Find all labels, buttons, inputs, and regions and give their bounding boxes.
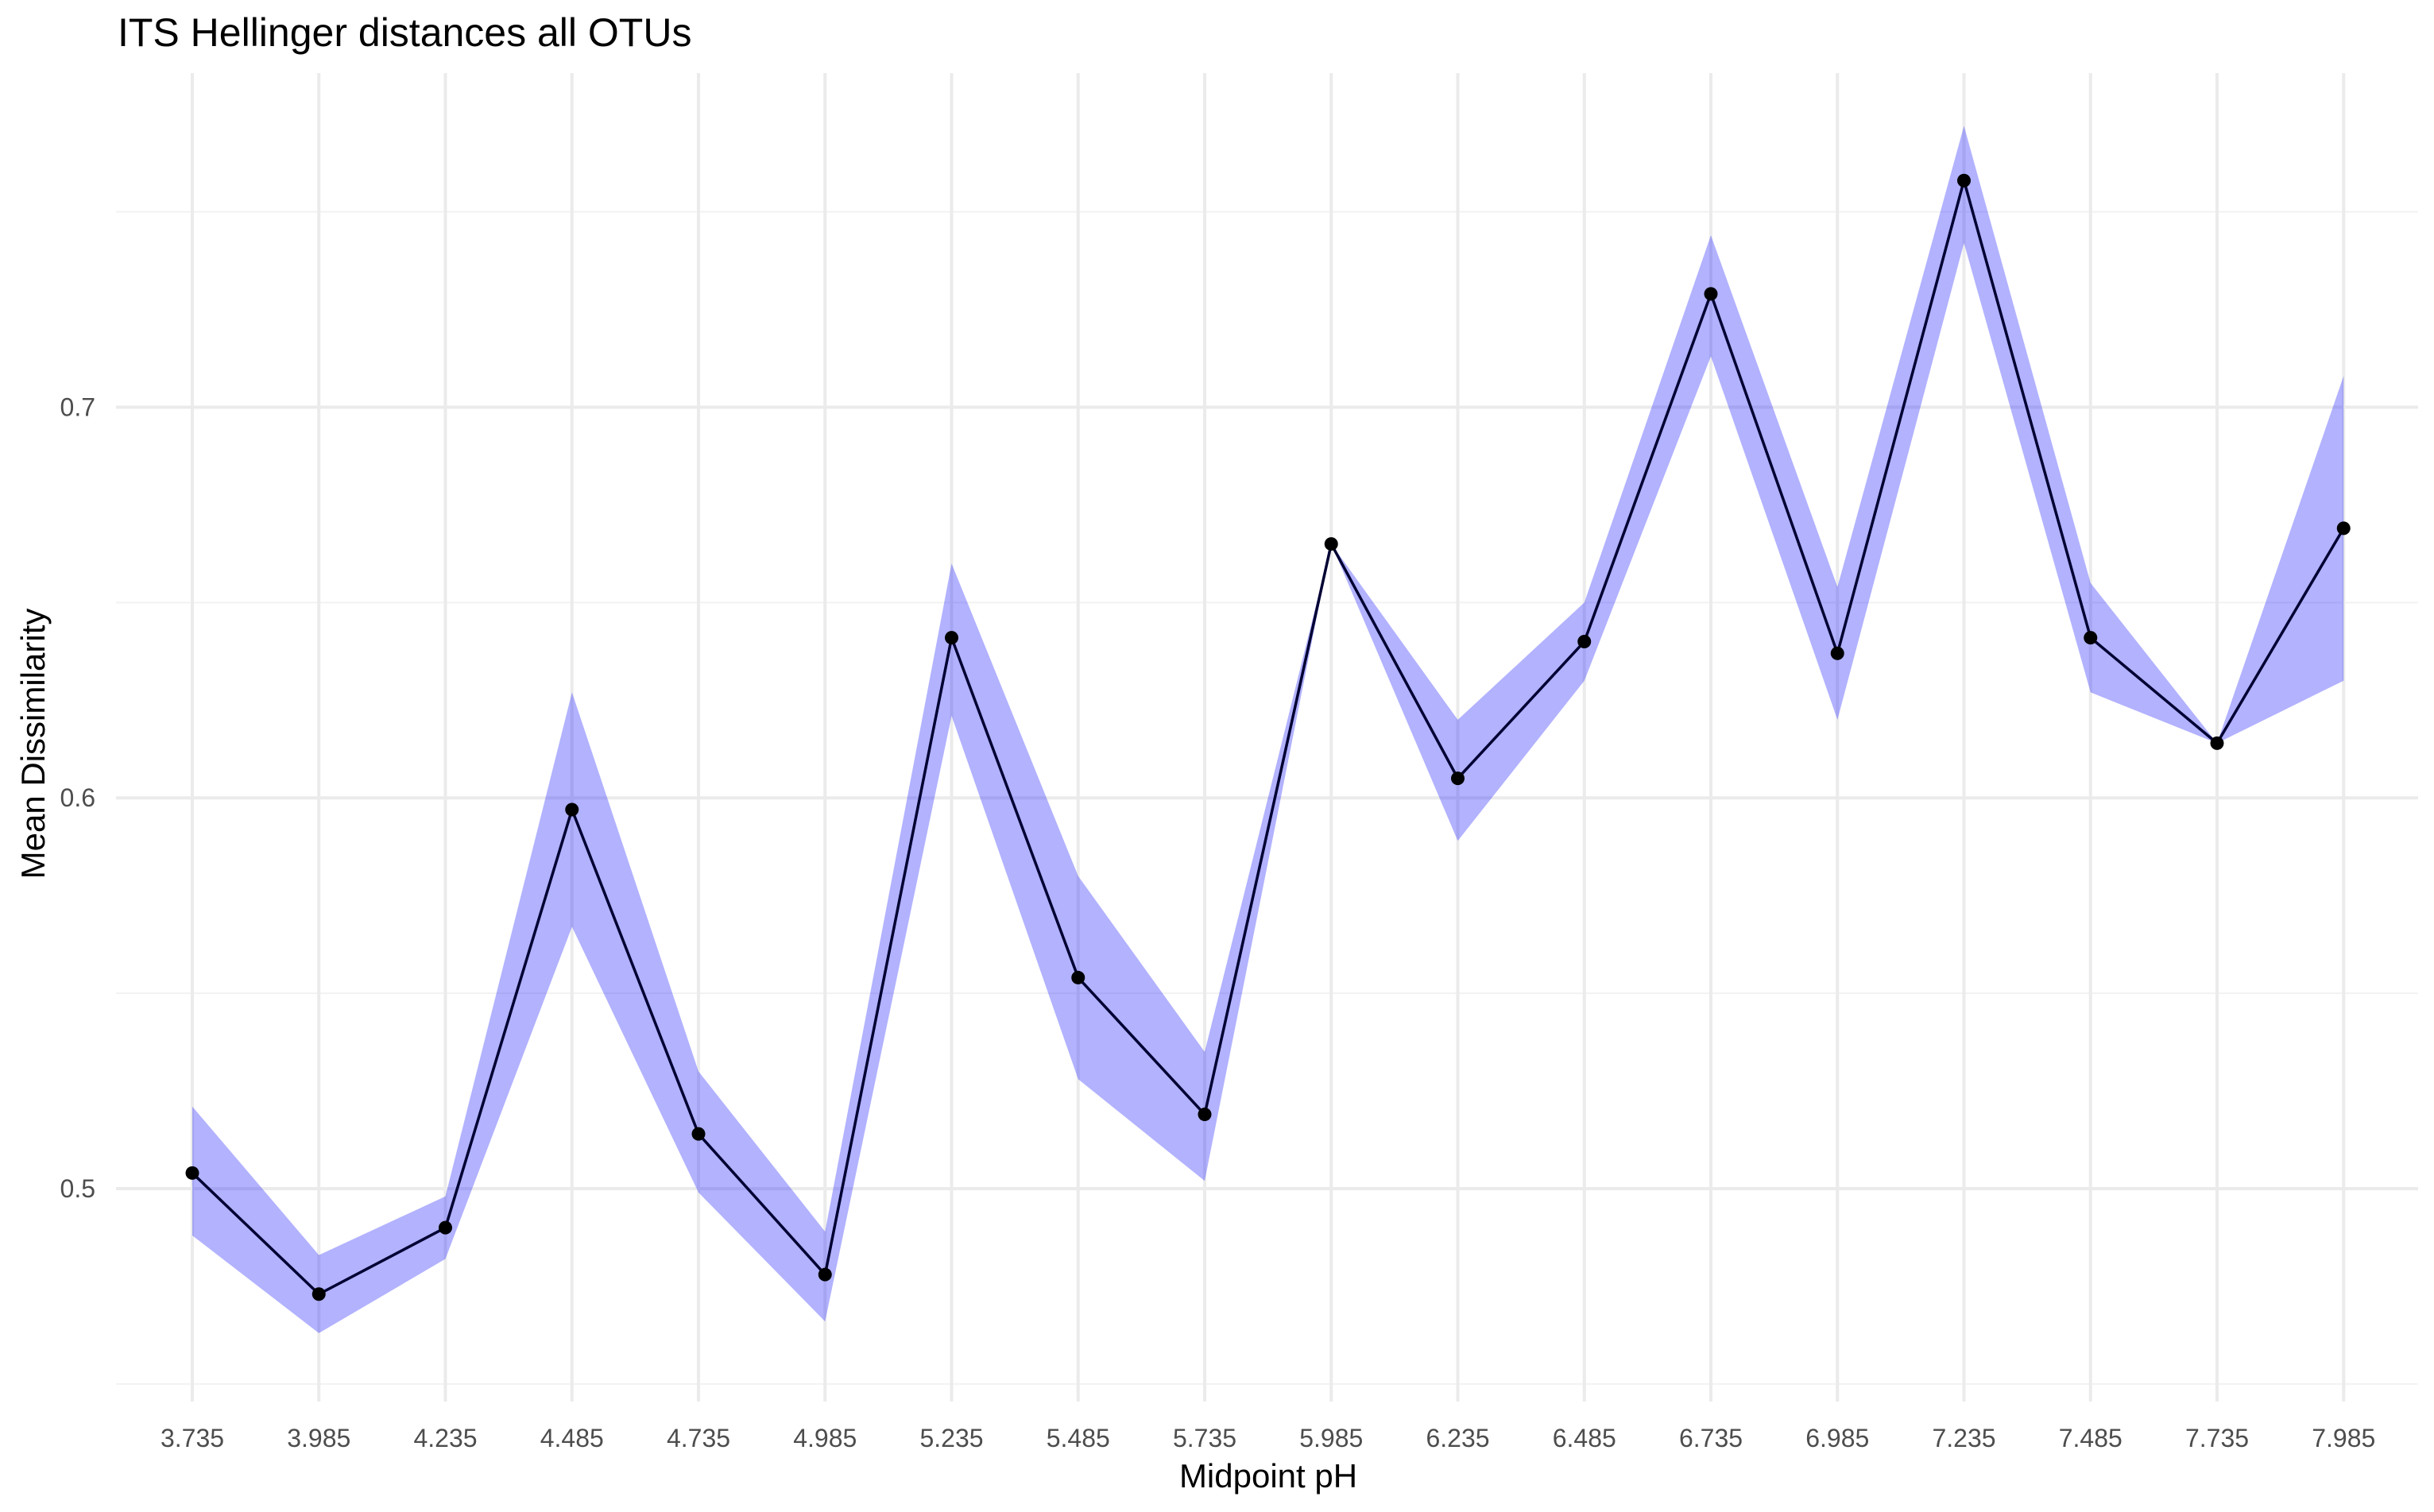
data-point <box>312 1287 326 1301</box>
data-point <box>945 631 958 645</box>
data-point <box>2336 521 2351 536</box>
x-tick-label: 5.235 <box>919 1424 983 1452</box>
data-point <box>1324 537 1338 551</box>
y-tick-label: 0.6 <box>60 783 95 812</box>
data-point <box>1451 771 1465 786</box>
x-tick-label: 7.235 <box>1932 1424 1995 1452</box>
data-point <box>185 1166 199 1180</box>
y-tick-label: 0.5 <box>60 1174 95 1203</box>
x-tick-label: 4.735 <box>667 1424 730 1452</box>
data-point <box>2084 631 2098 645</box>
x-tick-label: 7.485 <box>2059 1424 2122 1452</box>
x-tick-label: 4.985 <box>793 1424 857 1452</box>
data-point <box>565 802 579 817</box>
data-point <box>1198 1108 1212 1122</box>
data-point <box>1957 173 1971 188</box>
x-tick-label: 6.485 <box>1553 1424 1616 1452</box>
gridlines <box>116 73 2418 1402</box>
data-point <box>439 1220 452 1235</box>
x-tick-label: 3.985 <box>287 1424 350 1452</box>
x-tick-label: 5.985 <box>1299 1424 1363 1452</box>
x-axis-tick-labels: 3.735 3.985 4.235 4.485 4.735 4.985 5.235 5.485… <box>161 1424 2375 1452</box>
series-line-layer <box>191 175 2345 1296</box>
data-point <box>1577 635 1592 649</box>
x-tick-label: 7.985 <box>2312 1424 2375 1452</box>
x-tick-label: 5.735 <box>1173 1424 1236 1452</box>
data-point <box>818 1267 832 1282</box>
data-point <box>1704 287 1718 301</box>
series-line <box>191 175 2345 1296</box>
x-tick-label: 4.235 <box>413 1424 477 1452</box>
x-tick-label: 5.485 <box>1047 1424 1110 1452</box>
data-point <box>691 1127 706 1141</box>
y-axis-tick-labels: 0.5 0.6 0.7 <box>60 393 95 1203</box>
x-tick-label: 6.235 <box>1426 1424 1489 1452</box>
chart-title: ITS Hellinger distances all OTUs <box>118 10 691 55</box>
data-points <box>185 173 2351 1301</box>
x-tick-label: 6.985 <box>1805 1424 1869 1452</box>
x-axis-title: Midpoint pH <box>1179 1457 1357 1495</box>
x-tick-label: 7.735 <box>2185 1424 2249 1452</box>
data-point <box>1830 646 1844 660</box>
data-point <box>2210 736 2224 750</box>
confidence-ribbon <box>192 126 2344 1333</box>
y-axis-title: Mean Dissimilarity <box>14 609 52 880</box>
x-tick-label: 4.485 <box>540 1424 604 1452</box>
x-tick-label: 3.735 <box>161 1424 224 1452</box>
x-tick-label: 6.735 <box>1679 1424 1743 1452</box>
data-point <box>1071 970 1085 984</box>
y-tick-label: 0.7 <box>60 393 95 421</box>
confidence-ribbon-layer <box>192 126 2344 1333</box>
